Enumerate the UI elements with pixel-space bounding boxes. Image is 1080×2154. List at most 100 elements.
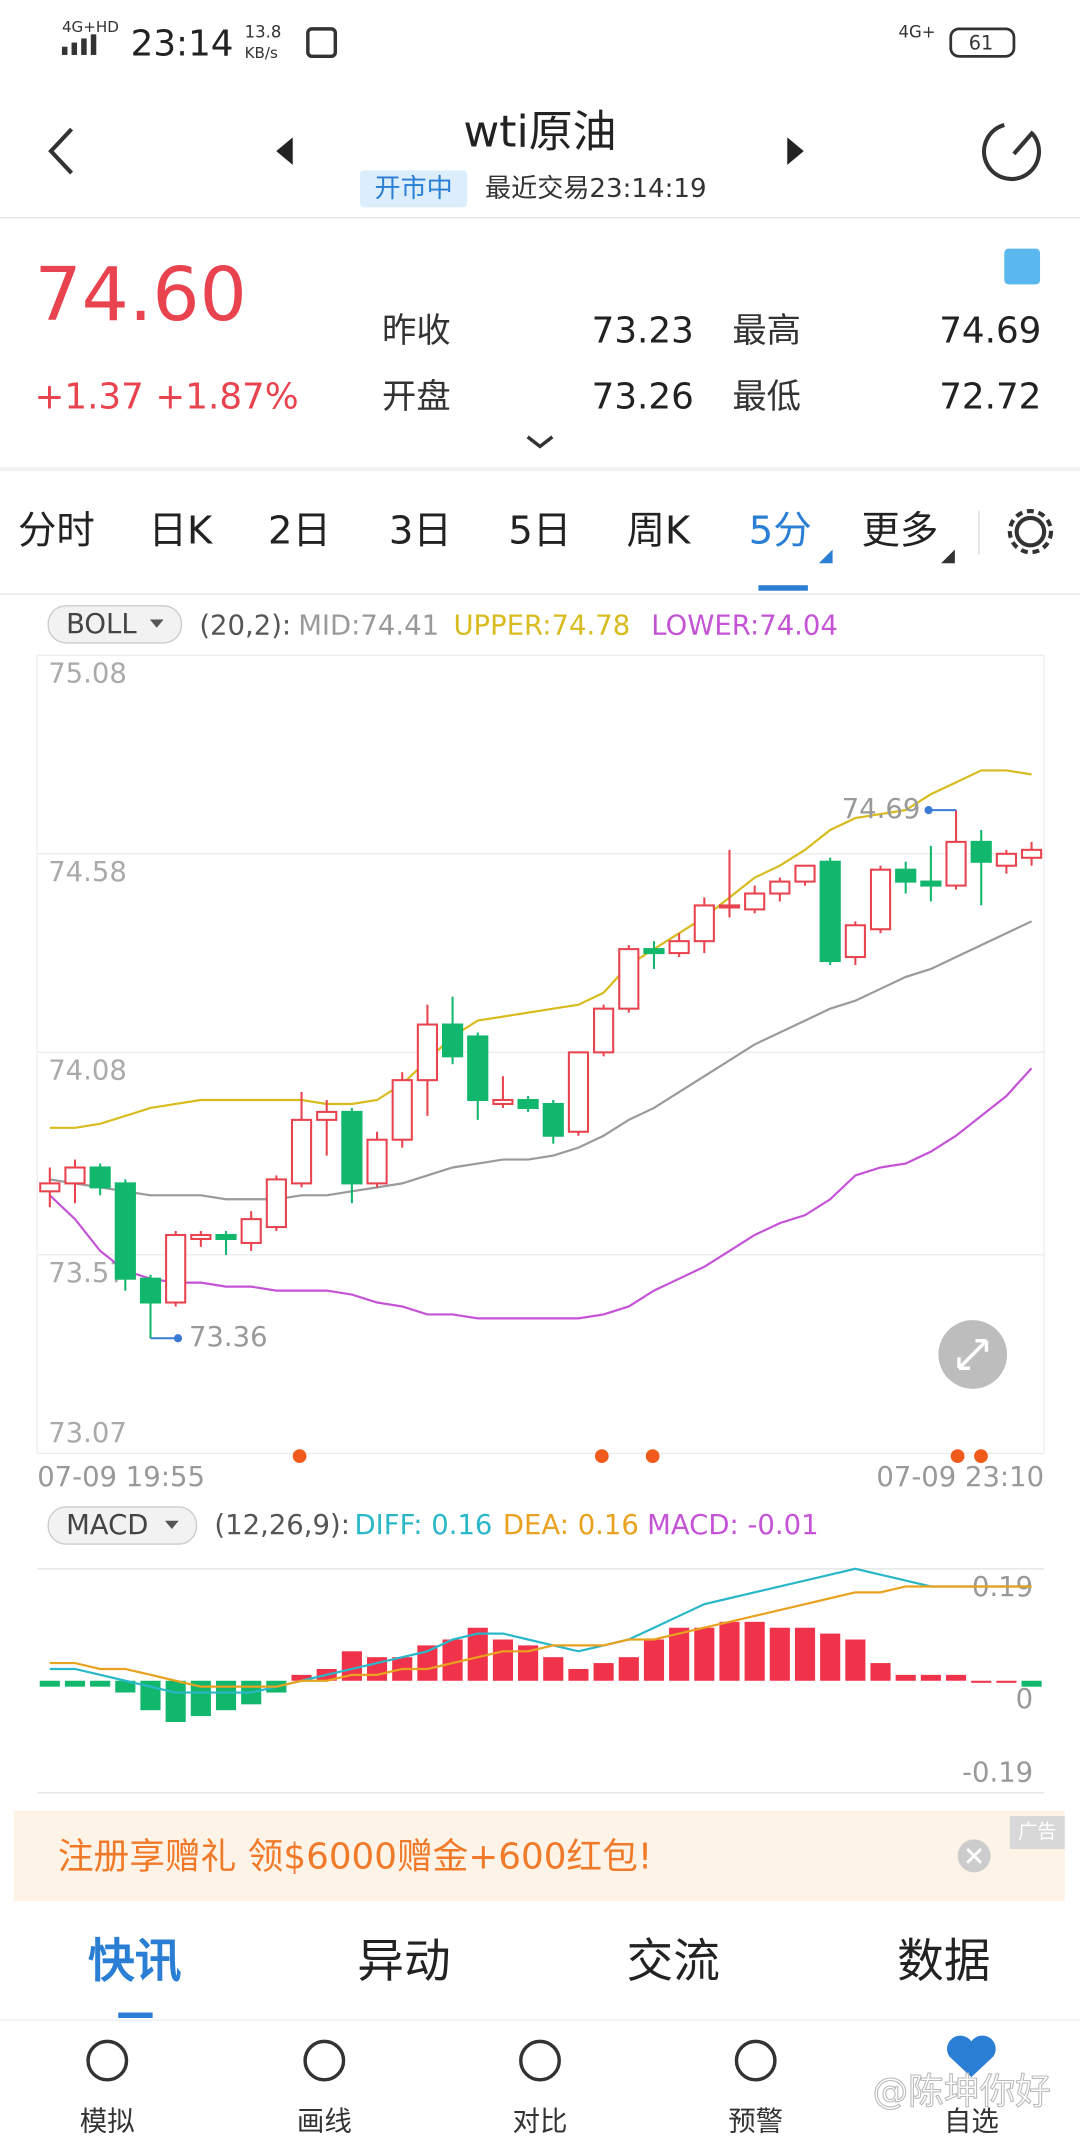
x-tick-label: 07-09 19:55: [37, 1462, 205, 1493]
content-tab[interactable]: 异动: [357, 1935, 450, 1989]
content-tab[interactable]: 交流: [627, 1935, 720, 1989]
candle-body: [819, 860, 841, 963]
nav-icon[interactable]: [734, 2039, 777, 2082]
candle-body: [794, 864, 816, 883]
nav-label[interactable]: 画线: [297, 2106, 352, 2137]
kline-chart: BOLL (20,2): MID:74.41 UPPER:74.78 LOWER:74.…: [36, 605, 1045, 1493]
content-tab[interactable]: 快讯: [88, 1935, 181, 1989]
period-tab[interactable]: 5日: [508, 509, 571, 554]
nav-icon[interactable]: [519, 2039, 561, 2082]
chart-icon[interactable]: [1004, 248, 1041, 285]
refresh-button[interactable]: [982, 123, 1042, 182]
ad-close[interactable]: [957, 1839, 991, 1873]
candle-body: [643, 948, 665, 955]
next-button[interactable]: [787, 137, 804, 165]
divider: [0, 467, 1080, 472]
legend-entry: MID:74.41: [298, 610, 439, 641]
battery-level: 61: [969, 31, 993, 54]
indicator[interactable]: MACD: [66, 1510, 148, 1541]
macd-bar: [794, 1627, 816, 1681]
ad-text[interactable]: 注册享赠礼 领$6000赠金+600红包!: [58, 1837, 652, 1878]
candle-body: [844, 924, 866, 959]
back-button[interactable]: [48, 127, 74, 175]
candle-body: [718, 904, 741, 909]
macd-bar: [895, 1674, 916, 1681]
battery: [949, 27, 1016, 58]
period-tab[interactable]: 周K: [627, 509, 692, 554]
macd-line: [49, 1567, 1032, 1694]
settings-button[interactable]: [1007, 508, 1054, 555]
candle-body: [542, 1102, 564, 1137]
extreme-label: 73.36: [189, 1322, 268, 1353]
candle-body: [366, 1138, 388, 1185]
period-tab[interactable]: 日K: [148, 509, 213, 554]
macd-bar: [492, 1639, 513, 1681]
legend-entry: DIFF: 0.16: [355, 1510, 493, 1541]
macd-bar: [568, 1668, 589, 1681]
tab-indicator: [758, 585, 808, 591]
nav-icon[interactable]: [947, 2035, 996, 2078]
indicator-pill[interactable]: [47, 605, 183, 644]
macd-bar: [417, 1645, 438, 1681]
content-tab[interactable]: 数据: [897, 1935, 990, 1989]
macd-bar: [694, 1627, 715, 1681]
candle-body: [995, 852, 1017, 867]
candle-body: [618, 948, 640, 1010]
y-tick-label: 74.58: [48, 857, 127, 888]
field-value: 72.72: [939, 376, 1041, 417]
candle-body: [668, 940, 690, 955]
y-tick-label: 75.08: [48, 658, 127, 689]
candle-body: [945, 840, 967, 887]
clock: 23:14: [131, 23, 234, 64]
expand-chevron[interactable]: [526, 435, 554, 449]
params: (12,26,9):: [214, 1510, 350, 1541]
indicator[interactable]: BOLL: [66, 609, 137, 640]
macd-bar: [215, 1680, 237, 1711]
macd-bar: [643, 1639, 665, 1681]
extreme-dot: [173, 1334, 183, 1343]
y-tick-label: 73.57: [48, 1258, 127, 1289]
macd-bar: [744, 1621, 765, 1681]
y-tick-label: 74.08: [48, 1056, 127, 1087]
nav-label[interactable]: 模拟: [80, 2106, 135, 2137]
macd-chart: MACD (12,26,9): DIFF: 0.16 DEA: 0.16 MACD: -…: [37, 1506, 1045, 1794]
ad-banner[interactable]: [13, 1810, 1065, 1902]
nav-icon[interactable]: [303, 2039, 346, 2082]
candle-body: [265, 1178, 287, 1229]
nav-label[interactable]: 对比: [513, 2106, 568, 2137]
period-tab[interactable]: 2日: [268, 509, 331, 554]
extreme-dot: [924, 806, 933, 815]
nav-label[interactable]: 自选: [944, 2106, 999, 2137]
period-tab[interactable]: 3日: [389, 509, 452, 554]
period-tab[interactable]: 分时: [18, 509, 95, 554]
boll-line: [49, 1067, 1033, 1320]
indicator-pill[interactable]: [47, 1506, 198, 1545]
y-tick-label: -0.19: [962, 1757, 1033, 1788]
macd-bar: [920, 1674, 941, 1681]
candle-body: [139, 1277, 162, 1304]
macd-bar: [518, 1645, 539, 1681]
candle-body: [869, 868, 892, 931]
extreme-label: 74.69: [842, 794, 921, 825]
macd-bar: [39, 1680, 60, 1687]
nav-icon[interactable]: [86, 2039, 129, 2082]
dropdown: [149, 619, 164, 628]
fullscreen-button[interactable]: [938, 1320, 1008, 1389]
period-tab[interactable]: 5分: [749, 509, 812, 554]
ad-tag: 广告: [1018, 1820, 1056, 1843]
divider: [0, 2019, 1080, 2021]
prev-button[interactable]: [276, 137, 293, 165]
dropdown: [164, 1520, 179, 1529]
period-tab[interactable]: 更多: [861, 509, 938, 554]
candle-body: [165, 1233, 187, 1304]
network: 4G+HD: [62, 18, 119, 36]
params: (20,2):: [199, 610, 291, 641]
candle-body: [920, 880, 942, 887]
y-tick-label: 73.07: [48, 1418, 127, 1449]
candle-body: [190, 1233, 212, 1241]
macd-bar: [996, 1680, 1017, 1683]
macd-bar: [467, 1627, 488, 1681]
legend-entry: LOWER:74.04: [651, 610, 838, 641]
nav-label[interactable]: 预警: [728, 2106, 783, 2137]
